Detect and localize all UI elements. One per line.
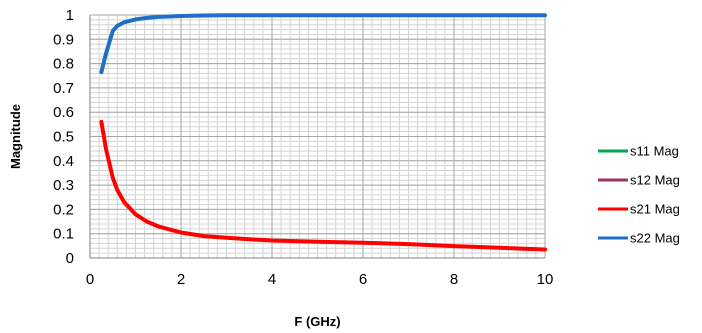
legend: s11 Mag s12 Mag s21 Mag s22 Mag — [598, 144, 680, 246]
x-tick-label: 10 — [537, 271, 554, 288]
y-tick-label: 0.3 — [53, 177, 74, 194]
x-tick-label: 0 — [86, 271, 94, 288]
legend-item-label: s11 Mag — [630, 144, 679, 159]
y-tick-label: 0.6 — [53, 104, 74, 121]
legend-item-label: s21 Mag — [630, 202, 680, 217]
y-tick-label: 0.1 — [53, 226, 74, 243]
y-tick-label: 0 — [66, 250, 74, 267]
y-tick-label: 0.9 — [53, 31, 74, 48]
y-tick-label: 1 — [66, 7, 74, 24]
y-tick-label: 0.2 — [53, 201, 74, 218]
grid-lines — [89, 14, 546, 259]
legend-item-label: s12 Mag — [630, 173, 680, 188]
x-tick-label: 8 — [450, 271, 458, 288]
x-tick-label: 2 — [177, 271, 185, 288]
series-lines — [99, 13, 547, 252]
tick-labels: 00.10.20.30.40.50.60.70.80.910 2 4 6 8 10 — [53, 7, 553, 288]
series-line-s22-mag — [99, 13, 547, 75]
series-line-s21-mag — [99, 119, 547, 252]
y-axis-title: Magnitude — [8, 104, 23, 169]
x-tick-label: 4 — [268, 271, 276, 288]
y-tick-label: 0.4 — [53, 153, 74, 170]
x-axis-title: F (GHz) — [294, 314, 340, 329]
y-tick-label: 0.5 — [53, 129, 74, 146]
x-tick-label: 6 — [359, 271, 367, 288]
y-tick-label: 0.7 — [53, 80, 74, 97]
y-tick-label: 0.8 — [53, 56, 74, 73]
legend-item-label: s22 Mag — [630, 231, 680, 246]
